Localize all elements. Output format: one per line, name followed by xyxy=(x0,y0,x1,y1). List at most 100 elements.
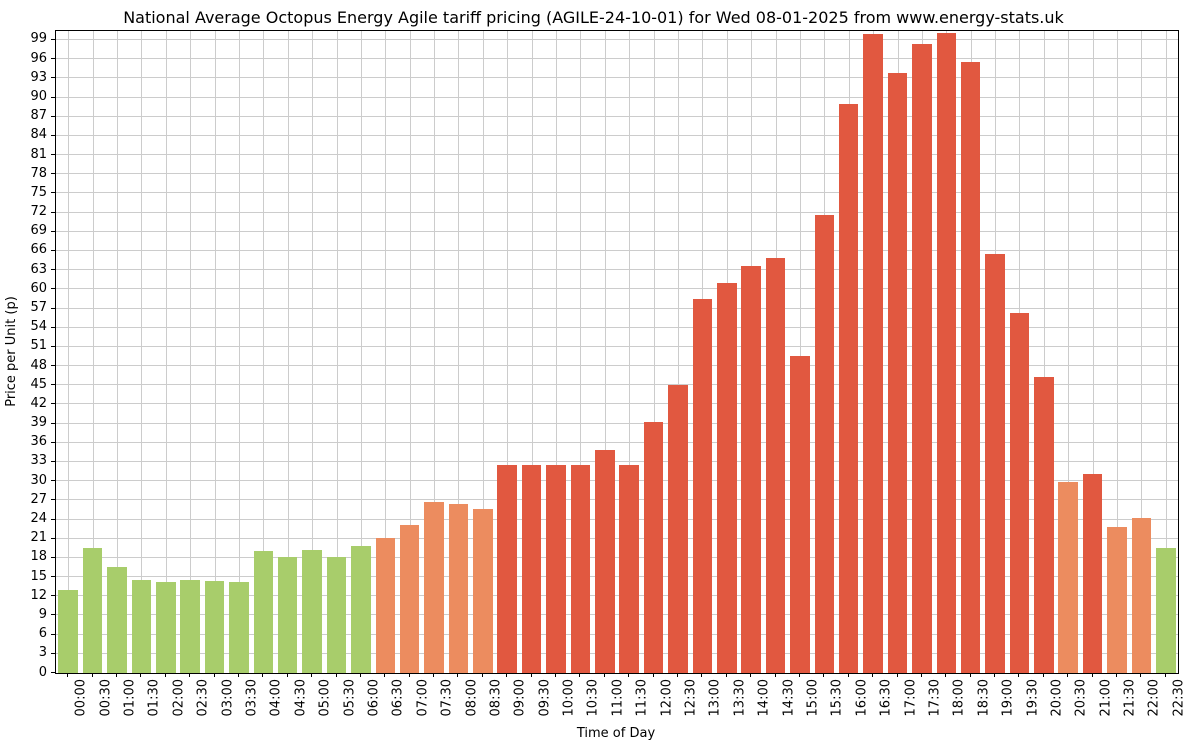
y-tick-label: 42 xyxy=(30,395,47,411)
x-tick-mark xyxy=(237,673,239,677)
bar-11:00 xyxy=(595,450,615,673)
x-tick-label: 22:00 xyxy=(1146,679,1162,717)
x-tick-mark xyxy=(920,673,922,677)
gridline-vertical xyxy=(92,31,94,673)
x-tick-label: 17:00 xyxy=(903,679,918,717)
x-tick-label: 19:30 xyxy=(1024,679,1040,717)
plot-area xyxy=(55,30,1179,674)
bar-13:00 xyxy=(692,298,713,673)
x-tick-label: 09:00 xyxy=(512,679,528,717)
x-tick-mark xyxy=(823,673,825,677)
x-tick-label: 18:30 xyxy=(976,679,992,717)
x-tick-label: 12:00 xyxy=(659,679,675,717)
x-tick-mark xyxy=(408,673,410,677)
y-tick-label: 24 xyxy=(30,511,47,527)
bar-13:30 xyxy=(717,282,737,673)
x-tick-mark xyxy=(213,673,215,677)
x-tick-mark xyxy=(555,673,557,677)
y-tick-mark xyxy=(51,480,55,482)
x-tick-label: 20:00 xyxy=(1049,679,1065,717)
y-tick-mark xyxy=(51,384,55,386)
y-tick-mark xyxy=(51,345,55,347)
bar-08:00 xyxy=(448,503,469,673)
gridline-horizontal xyxy=(56,441,1178,443)
y-tick-label: 48 xyxy=(30,357,47,373)
x-tick-mark xyxy=(872,673,874,677)
bar-02:30 xyxy=(180,580,200,673)
x-tick-label: 06:00 xyxy=(366,679,382,717)
y-tick-mark xyxy=(51,460,55,462)
gridline-horizontal xyxy=(56,115,1178,117)
y-tick-label: 6 xyxy=(38,626,47,642)
bar-04:00 xyxy=(253,550,274,673)
gridline-horizontal xyxy=(56,537,1178,539)
y-tick-mark xyxy=(51,403,55,405)
gridline-vertical xyxy=(1043,31,1045,673)
x-tick-label: 21:30 xyxy=(1122,679,1138,717)
gridline-horizontal xyxy=(56,77,1178,79)
gridline-vertical xyxy=(507,31,509,673)
gridline-horizontal xyxy=(56,345,1178,347)
x-tick-mark xyxy=(335,673,337,677)
x-tick-mark xyxy=(359,673,361,677)
y-tick-label: 3 xyxy=(38,645,47,661)
gridline-vertical xyxy=(1068,31,1070,673)
y-tick-mark xyxy=(51,499,55,501)
gridline-vertical xyxy=(238,31,240,673)
y-tick-mark xyxy=(51,633,55,635)
bar-17:00 xyxy=(887,73,908,673)
bar-16:30 xyxy=(863,33,883,673)
x-tick-mark xyxy=(994,673,996,677)
y-tick-label: 54 xyxy=(30,319,47,335)
gridline-horizontal xyxy=(56,614,1178,616)
x-tick-label: 09:30 xyxy=(537,679,553,717)
x-tick-label: 06:30 xyxy=(390,679,406,717)
bar-00:30 xyxy=(82,548,103,673)
y-tick-mark xyxy=(51,38,55,40)
bar-21:30 xyxy=(1107,526,1127,673)
y-tick-label: 15 xyxy=(30,568,47,584)
y-tick-label: 75 xyxy=(30,184,47,200)
bar-22:30 xyxy=(1156,547,1176,673)
gridline-vertical xyxy=(653,31,655,673)
x-tick-mark xyxy=(189,673,191,677)
y-tick-label: 33 xyxy=(30,453,47,469)
gridline-horizontal xyxy=(56,384,1178,386)
bar-10:00 xyxy=(546,464,566,673)
x-tick-mark xyxy=(628,673,630,677)
x-tick-label: 02:00 xyxy=(171,679,187,717)
bar-12:30 xyxy=(668,384,688,673)
x-tick-label: 16:30 xyxy=(878,679,894,717)
x-tick-mark xyxy=(896,673,898,677)
bar-19:30 xyxy=(1009,313,1030,673)
bar-11:30 xyxy=(619,464,639,673)
x-tick-label: 15:30 xyxy=(829,679,845,717)
gridline-vertical xyxy=(68,31,70,673)
bar-00:00 xyxy=(58,589,78,673)
x-tick-mark xyxy=(847,673,849,677)
bar-05:00 xyxy=(302,549,322,673)
y-tick-label: 21 xyxy=(30,530,47,546)
x-tick-label: 10:30 xyxy=(585,679,601,717)
x-tick-mark xyxy=(701,673,703,677)
x-tick-mark xyxy=(945,673,947,677)
x-tick-label: 11:00 xyxy=(610,679,626,717)
x-tick-label: 13:30 xyxy=(732,679,748,717)
bar-01:30 xyxy=(131,580,152,673)
gridline-vertical xyxy=(336,31,338,673)
x-tick-mark xyxy=(457,673,459,677)
bar-18:30 xyxy=(960,61,981,673)
gridline-horizontal xyxy=(56,38,1178,40)
bar-03:30 xyxy=(229,582,249,673)
y-tick-mark xyxy=(51,441,55,443)
y-tick-mark xyxy=(51,652,55,654)
x-axis-title: Time of Day xyxy=(576,726,656,741)
y-tick-mark xyxy=(51,614,55,616)
x-tick-mark xyxy=(140,673,142,677)
y-tick-mark xyxy=(51,269,55,271)
y-tick-label: 63 xyxy=(30,261,47,277)
x-tick-mark xyxy=(311,673,313,677)
x-tick-label: 19:00 xyxy=(1000,679,1016,717)
x-tick-label: 02:30 xyxy=(195,679,211,717)
